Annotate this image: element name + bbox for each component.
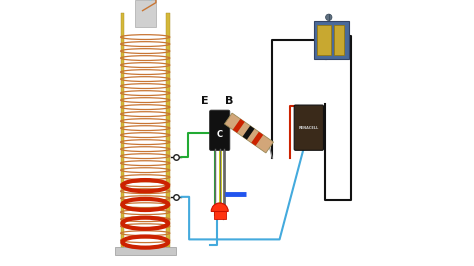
Bar [225,113,273,153]
Text: RENACELL: RENACELL [299,126,319,130]
FancyBboxPatch shape [294,105,323,150]
Text: B: B [225,96,233,106]
Bar [166,13,170,247]
Bar [135,0,156,27]
Bar [251,132,263,146]
Bar [115,247,176,255]
Bar [233,119,245,133]
Bar [243,126,255,140]
Text: C: C [217,130,223,139]
Bar [317,25,331,55]
Circle shape [326,14,332,20]
Wedge shape [211,203,228,211]
Bar [334,25,345,55]
Text: E: E [201,96,209,106]
Bar [314,21,349,59]
Bar [214,211,226,219]
Bar [121,13,125,247]
FancyBboxPatch shape [210,110,230,151]
